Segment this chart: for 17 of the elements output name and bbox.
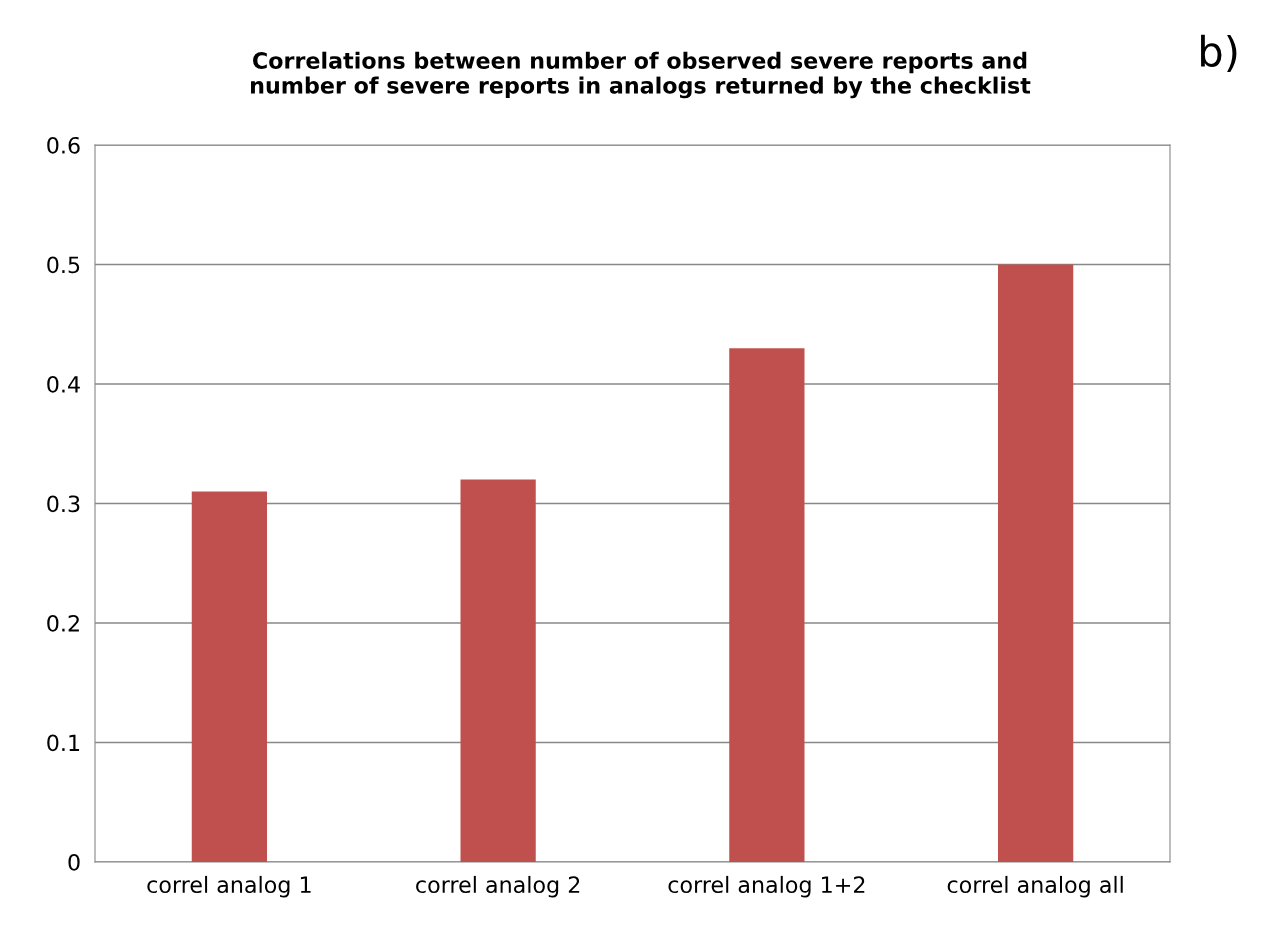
y-tick-label: 0.6 [47, 136, 80, 154]
y-tick-label: 0.1 [47, 734, 80, 752]
y-tick-label: 0.5 [47, 256, 80, 274]
text: b) [1201, 34, 1237, 72]
x-tick-label: correl analog 2 [416, 875, 580, 898]
bar [998, 264, 1074, 862]
x-tick-label: correl analog all [947, 875, 1123, 898]
y-tick-label: 0.3 [47, 495, 80, 513]
y-tick-label: 0.4 [47, 375, 80, 393]
x-tick-label: correl analog 1+2 [668, 875, 865, 898]
y-tick-label: 0.2 [47, 614, 79, 632]
bar [191, 491, 267, 862]
bar [729, 348, 805, 862]
chart-title: Correlations between number of observed severe reports and number of severe reports in analogs returned by the checklist [251, 51, 1031, 99]
y-tick-label: 0 [68, 853, 80, 871]
x-tick-label: correl analog 1 [147, 875, 311, 898]
bar [460, 479, 536, 862]
